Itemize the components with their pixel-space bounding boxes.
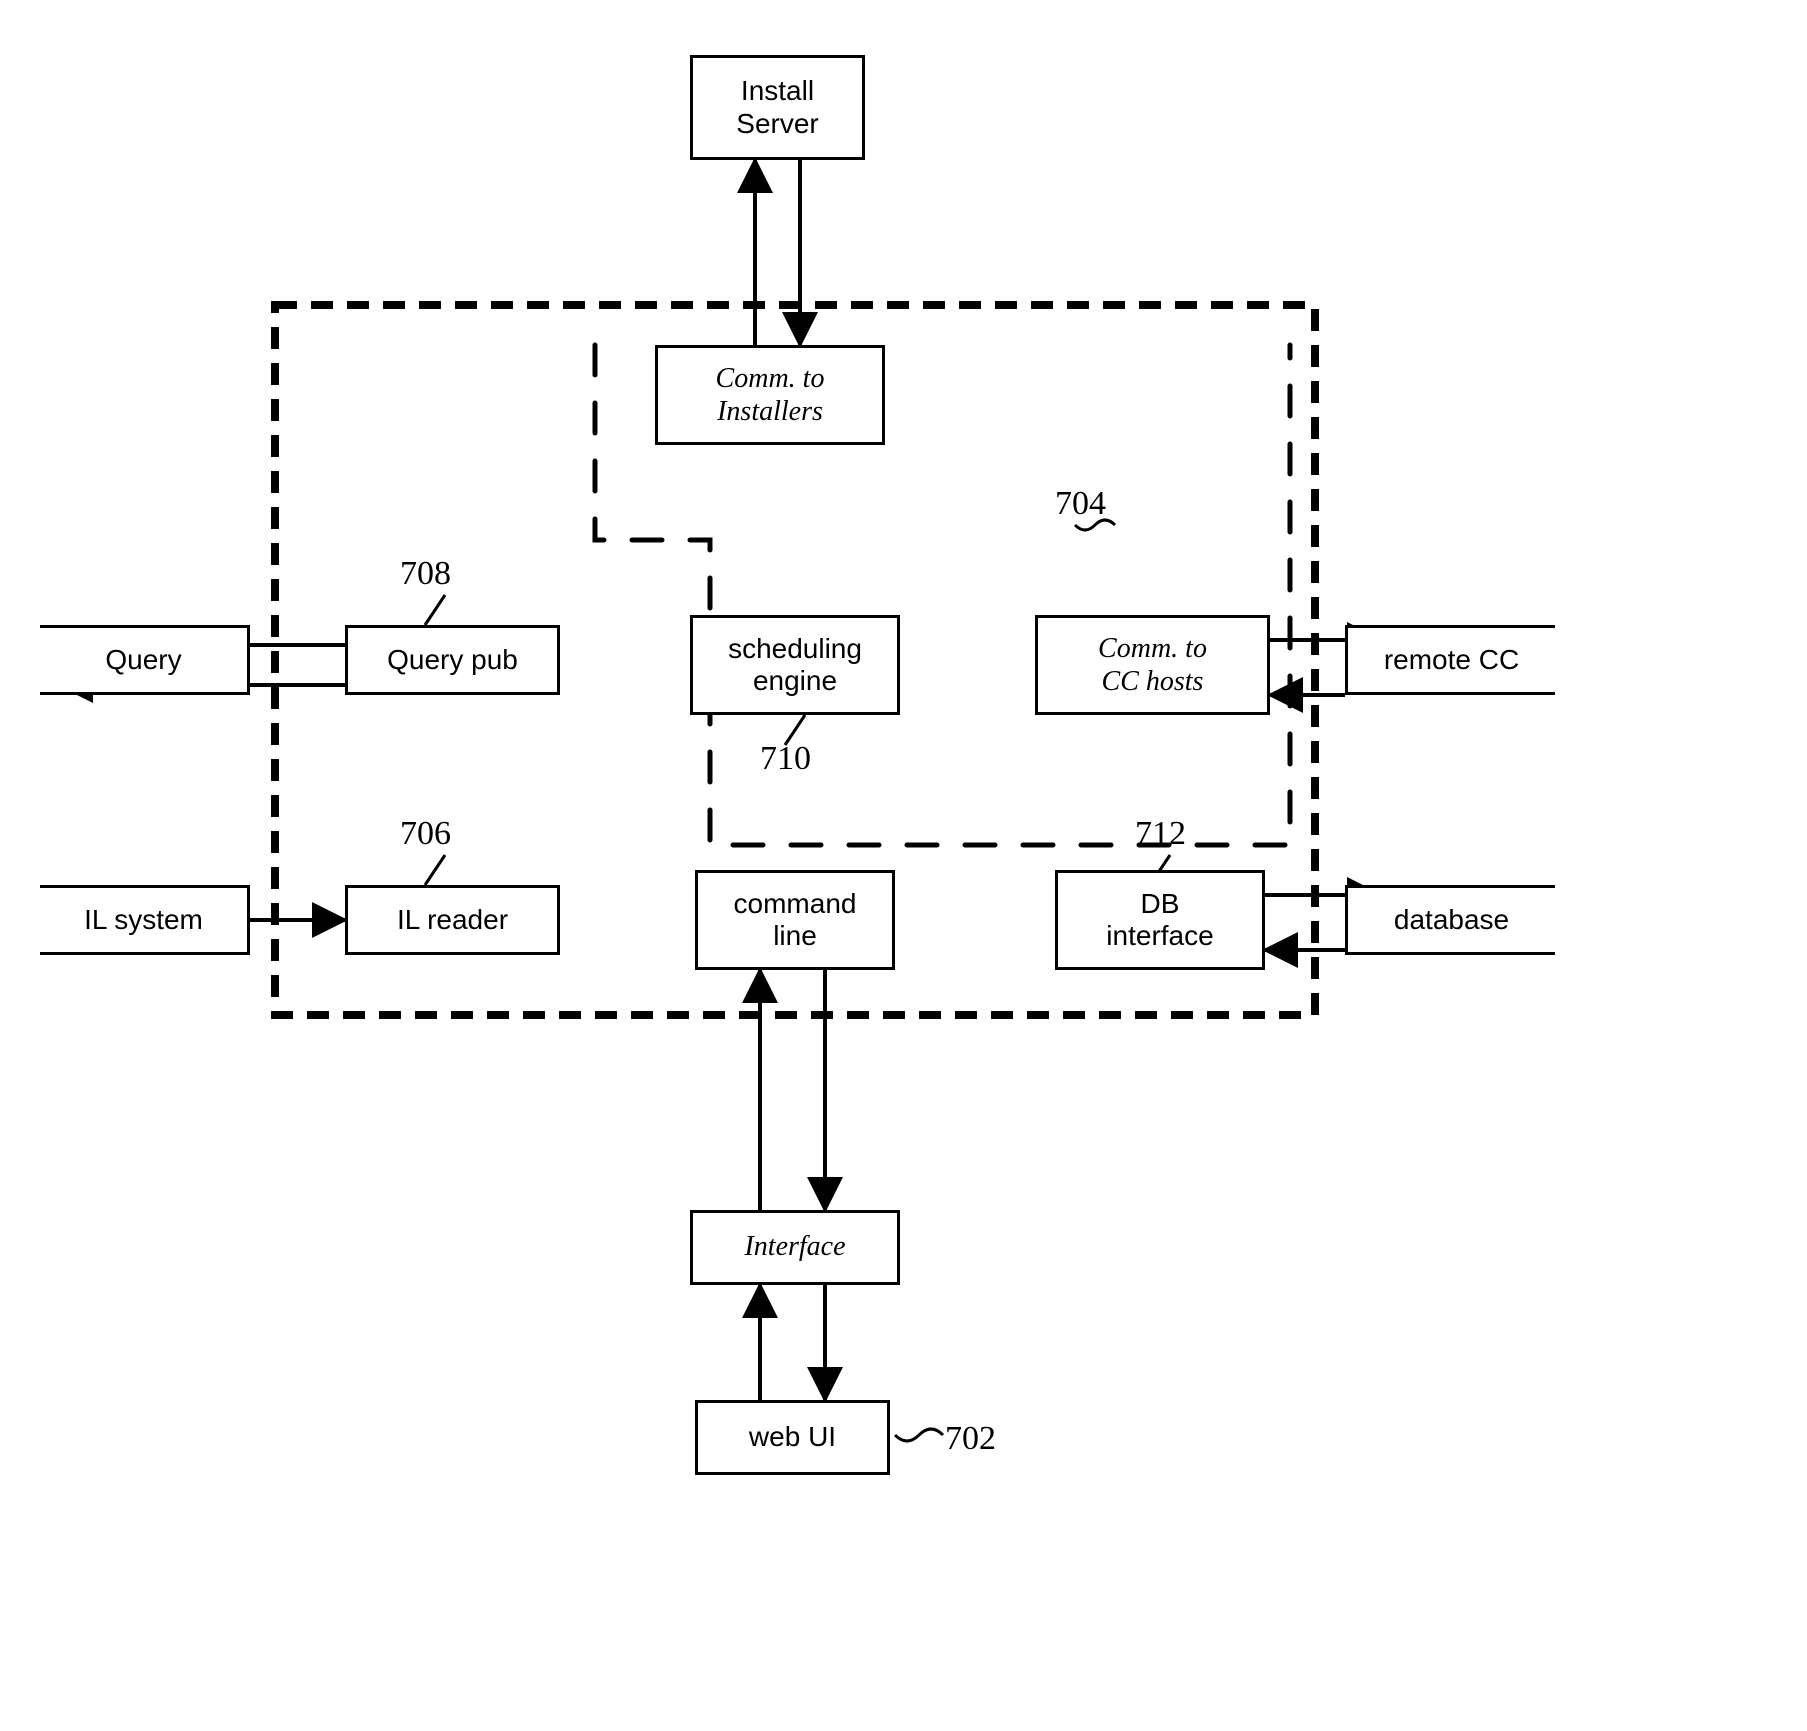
node-label: schedulingengine [728, 633, 862, 697]
tick-702 [895, 1429, 943, 1441]
node-label: DBinterface [1106, 888, 1213, 952]
node-web-ui: web UI [695, 1400, 890, 1475]
node-label: Query pub [387, 644, 518, 676]
node-comm-cc-hosts: Comm. toCC hosts [1035, 615, 1270, 715]
diagram-lines [0, 0, 1807, 1731]
tick-708 [425, 595, 445, 625]
ref-702: 702 [945, 1420, 996, 1458]
node-command-line: commandline [695, 870, 895, 970]
node-label: IL system [84, 904, 203, 936]
node-label: Interface [744, 1231, 845, 1263]
node-label: Comm. toInstallers [716, 362, 825, 428]
node-comm-installers: Comm. toInstallers [655, 345, 885, 445]
node-label: database [1394, 904, 1509, 936]
node-remote-cc: remote CC [1345, 625, 1555, 695]
node-query-pub: Query pub [345, 625, 560, 695]
node-label: commandline [734, 888, 857, 952]
node-label: InstallServer [736, 75, 818, 139]
node-database: database [1345, 885, 1555, 955]
node-query: Query [40, 625, 250, 695]
node-label: Query [105, 644, 181, 676]
diagram-stage: InstallServer Comm. toInstallers Query Q… [0, 0, 1807, 1731]
ref-710: 710 [760, 740, 811, 778]
ref-712: 712 [1135, 815, 1186, 853]
ref-708: 708 [400, 555, 451, 593]
node-il-system: IL system [40, 885, 250, 955]
node-label: Comm. toCC hosts [1098, 632, 1207, 698]
ref-706: 706 [400, 815, 451, 853]
node-label: web UI [749, 1421, 836, 1453]
node-install-server: InstallServer [690, 55, 865, 160]
node-label: remote CC [1384, 644, 1519, 676]
node-interface: Interface [690, 1210, 900, 1285]
ref-704: 704 [1055, 485, 1106, 523]
node-scheduling-engine: schedulingengine [690, 615, 900, 715]
tick-706 [425, 855, 445, 885]
node-il-reader: IL reader [345, 885, 560, 955]
node-db-interface: DBinterface [1055, 870, 1265, 970]
node-label: IL reader [397, 904, 508, 936]
